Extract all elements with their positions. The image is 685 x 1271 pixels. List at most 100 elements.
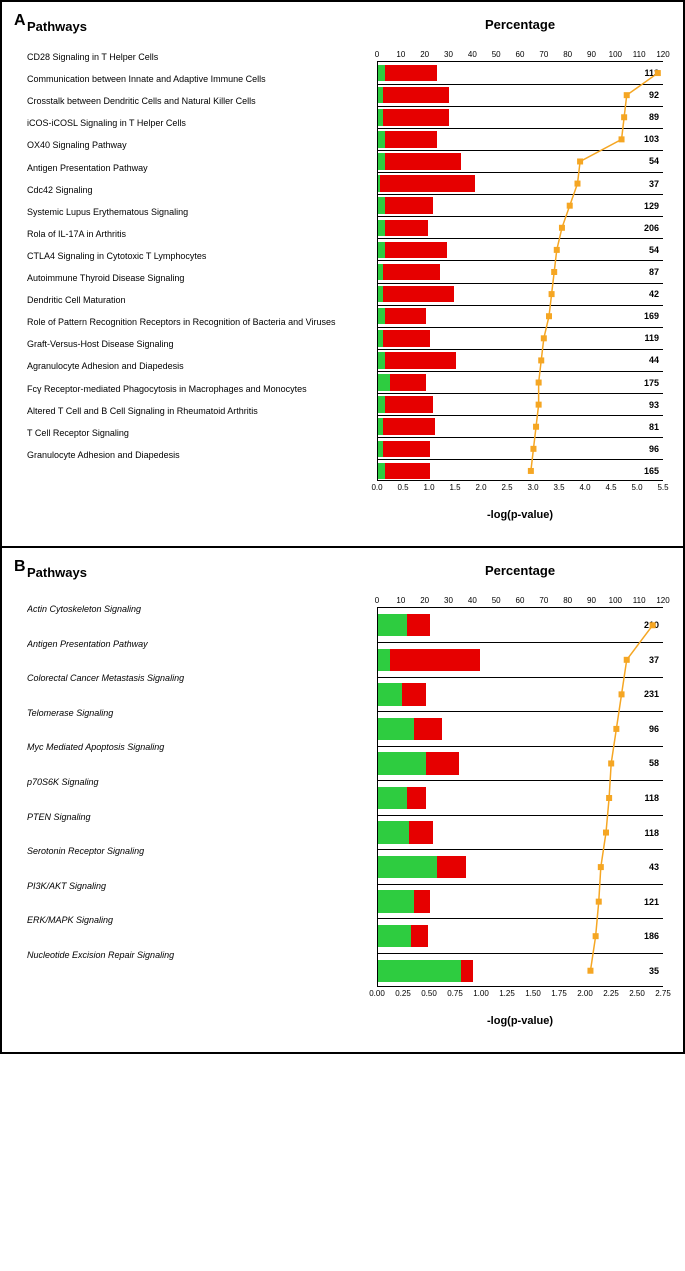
pathway-label: Graft-Versus-Host Disease Signaling: [27, 340, 371, 350]
bar-segment-green: [378, 197, 385, 214]
pathway-label: PTEN Signaling: [27, 813, 371, 823]
pathways-title: Pathways: [27, 565, 87, 580]
bar-row: 37: [378, 175, 663, 192]
bar-segment-red: [414, 718, 443, 740]
bar-segment-red: [409, 821, 433, 843]
bar-row: 210: [378, 614, 663, 636]
top-axis-tick: 70: [539, 50, 548, 59]
bar-row: 118: [378, 821, 663, 843]
bar-row: 169: [378, 308, 663, 325]
panel-label: B: [14, 558, 26, 576]
bar-segment-red: [383, 441, 431, 458]
top-axis-tick: 70: [539, 596, 548, 605]
pathway-label: Colorectal Cancer Metastasis Signaling: [27, 674, 371, 684]
top-axis-tick: 0: [375, 50, 379, 59]
bar-row: 37: [378, 649, 663, 671]
top-axis-tick: 30: [444, 50, 453, 59]
bar-segment-red: [385, 463, 430, 480]
top-axis-tick: 50: [492, 50, 501, 59]
top-axis-tick: 30: [444, 596, 453, 605]
pathway-label: Communication between Innate and Adaptiv…: [27, 75, 371, 85]
pathways-title: Pathways: [27, 19, 87, 34]
bottom-axis-tick: 0.5: [397, 483, 408, 492]
pathway-label: PI3K/AKT Signaling: [27, 882, 371, 892]
bar-segment-red: [383, 264, 440, 281]
row-count: 35: [649, 966, 659, 976]
bar-row: 175: [378, 374, 663, 391]
bottom-axis-tick: 1.00: [473, 989, 489, 998]
bar-row: 121: [378, 890, 663, 912]
bottom-axis-tick: 1.75: [551, 989, 567, 998]
top-axis-tick: 40: [468, 50, 477, 59]
pathway-label: Antigen Presentation Pathway: [27, 164, 371, 174]
bar-row: 186: [378, 925, 663, 947]
bar-row: 54: [378, 153, 663, 170]
top-axis-tick: 80: [563, 50, 572, 59]
bar-row: 113: [378, 65, 663, 82]
top-axis-tick: 120: [656, 596, 669, 605]
bar-segment-red: [461, 960, 473, 982]
bar-segment-green: [378, 374, 390, 391]
bottom-axis-tick: 0.50: [421, 989, 437, 998]
bar-segment-red: [385, 197, 433, 214]
bar-row: 44: [378, 352, 663, 369]
bar-row: 206: [378, 220, 663, 237]
top-axis-tick: 40: [468, 596, 477, 605]
pathway-label: Nucleotide Excision Repair Signaling: [27, 951, 371, 961]
pathway-label: Crosstalk between Dendritic Cells and Na…: [27, 97, 371, 107]
top-axis-tick: 110: [633, 596, 646, 605]
bar-row: 87: [378, 264, 663, 281]
top-axis-tick: 80: [563, 596, 572, 605]
bar-row: 93: [378, 396, 663, 413]
bar-segment-red: [426, 752, 459, 774]
bar-row: 43: [378, 856, 663, 878]
bar-row: 96: [378, 441, 663, 458]
row-count: 113: [644, 68, 659, 78]
pathway-label: Dendritic Cell Maturation: [27, 296, 371, 306]
row-count: 54: [649, 245, 659, 255]
bottom-axis-tick: 2.00: [577, 989, 593, 998]
top-axis-tick: 90: [587, 50, 596, 59]
bottom-axis-tick: 2.25: [603, 989, 619, 998]
pathway-label: p70S6K Signaling: [27, 778, 371, 788]
bar-segment-green: [378, 352, 385, 369]
row-count: 186: [644, 931, 659, 941]
bar-row: 165: [378, 463, 663, 480]
top-axis-tick: 60: [516, 50, 525, 59]
row-count: 96: [649, 724, 659, 734]
x-axis-label: -log(p-value): [377, 1015, 663, 1027]
bottom-axis-tick: 2.5: [501, 483, 512, 492]
bar-segment-green: [378, 960, 461, 982]
bar-row: 89: [378, 109, 663, 126]
bottom-axis-tick: 2.75: [655, 989, 671, 998]
pathway-label: Altered T Cell and B Cell Signaling in R…: [27, 407, 371, 417]
row-count: 93: [649, 400, 659, 410]
bar-segment-red: [383, 418, 435, 435]
bar-segment-green: [378, 220, 385, 237]
pathway-label: Myc Mediated Apoptosis Signaling: [27, 743, 371, 753]
row-count: 175: [644, 378, 659, 388]
row-count: 58: [649, 758, 659, 768]
bar-segment-red: [385, 242, 447, 259]
bar-segment-red: [383, 109, 450, 126]
bar-segment-green: [378, 890, 414, 912]
pathway-label: OX40 Signaling Pathway: [27, 141, 371, 151]
top-axis-tick: 0: [375, 596, 379, 605]
bar-row: 92: [378, 87, 663, 104]
bar-row: 118: [378, 787, 663, 809]
bar-segment-red: [385, 131, 437, 148]
bar-row: 103: [378, 131, 663, 148]
pathway-label: Autoimmune Thyroid Disease Signaling: [27, 274, 371, 284]
row-count: 121: [644, 897, 659, 907]
bottom-axis-tick: 1.25: [499, 989, 515, 998]
plot-area: 2103723196581181184312118635: [377, 607, 663, 987]
top-axis-tick: 100: [609, 50, 622, 59]
row-count: 119: [644, 333, 659, 343]
bar-segment-green: [378, 683, 402, 705]
bar-segment-red: [385, 220, 428, 237]
bar-segment-red: [380, 175, 475, 192]
bar-segment-green: [378, 856, 437, 878]
row-count: 118: [644, 793, 659, 803]
bar-row: 35: [378, 960, 663, 982]
pathway-label: iCOS-iCOSL Signaling in T Helper Cells: [27, 119, 371, 129]
